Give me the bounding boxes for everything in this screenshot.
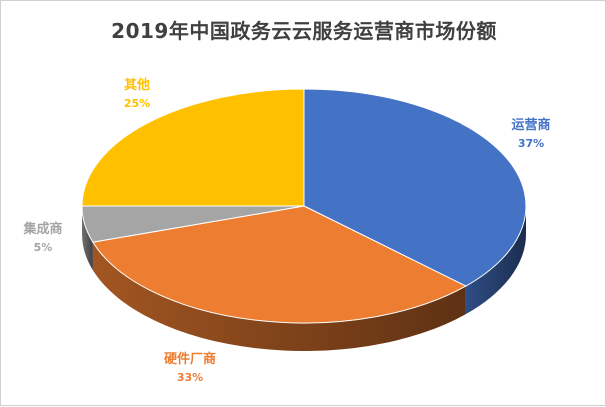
slice-percent-0: 37% — [518, 137, 544, 150]
slice-label-3: 其他 — [124, 77, 150, 93]
slice-label-2: 集成商 — [22, 221, 62, 237]
pie-tops — [81, 88, 527, 324]
slice-percent-2: 5% — [34, 241, 53, 254]
slice-percent-3: 25% — [124, 97, 150, 110]
pie-side-shade-1-0 — [92, 242, 466, 351]
chart-title: 2019年中国政务云云服务运营商市场份额 — [111, 19, 497, 43]
pie-labels: 运营商 37% 硬件厂商 33% 集成商 5% 其他 25% — [22, 77, 550, 384]
slice-label-1: 硬件厂商 — [164, 351, 216, 367]
pie-side-shade-2-0 — [82, 206, 93, 271]
pie-slice-其他 — [81, 88, 305, 207]
pie-slice-运营商 — [303, 88, 527, 287]
pie-sides — [82, 206, 526, 351]
slice-label-0: 运营商 — [511, 117, 550, 133]
pie-slice-硬件厂商 — [92, 205, 467, 324]
pie-side-shade-0-0 — [465, 206, 526, 315]
slice-percent-1: 33% — [177, 371, 203, 384]
